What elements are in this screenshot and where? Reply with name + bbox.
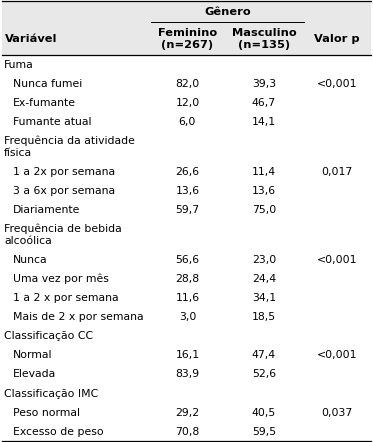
Text: 28,8: 28,8 [175, 274, 200, 284]
Text: Nunca: Nunca [13, 255, 48, 265]
Text: 16,1: 16,1 [175, 351, 200, 360]
Text: Normal: Normal [13, 351, 53, 360]
Text: 59,5: 59,5 [252, 427, 276, 437]
Text: 75,0: 75,0 [252, 205, 276, 215]
Text: Fuma: Fuma [4, 60, 34, 70]
Text: 0,037: 0,037 [321, 408, 352, 418]
Text: <0,001: <0,001 [316, 351, 357, 360]
Text: 1 a 2x por semana: 1 a 2x por semana [13, 167, 115, 177]
Text: Classificação IMC: Classificação IMC [4, 389, 98, 399]
Text: Ex-fumante: Ex-fumante [13, 98, 76, 108]
Text: 56,6: 56,6 [175, 255, 200, 265]
Text: 13,6: 13,6 [175, 186, 200, 196]
Text: 52,6: 52,6 [252, 370, 276, 380]
Text: Variável: Variável [5, 34, 57, 44]
Text: Elevada: Elevada [13, 370, 56, 380]
Text: 39,3: 39,3 [252, 79, 276, 89]
Text: 18,5: 18,5 [252, 312, 276, 322]
Text: 24,4: 24,4 [252, 274, 276, 284]
Text: Uma vez por mês: Uma vez por mês [13, 274, 109, 285]
Text: 23,0: 23,0 [252, 255, 276, 265]
Text: Peso normal: Peso normal [13, 408, 80, 418]
Text: 59,7: 59,7 [175, 205, 200, 215]
Text: 13,6: 13,6 [252, 186, 276, 196]
Text: Excesso de peso: Excesso de peso [13, 427, 104, 437]
Text: 14,1: 14,1 [252, 117, 276, 127]
Text: Masculino
(n=135): Masculino (n=135) [232, 27, 296, 50]
Text: Fumante atual: Fumante atual [13, 117, 91, 127]
Text: 3,0: 3,0 [179, 312, 196, 322]
Text: 0,017: 0,017 [321, 167, 352, 177]
Text: 47,4: 47,4 [252, 351, 276, 360]
Text: 40,5: 40,5 [252, 408, 276, 418]
Text: <0,001: <0,001 [316, 79, 357, 89]
Text: 26,6: 26,6 [175, 167, 200, 177]
Text: 1 a 2 x por semana: 1 a 2 x por semana [13, 293, 119, 303]
Text: Nunca fumei: Nunca fumei [13, 79, 82, 89]
Text: 70,8: 70,8 [175, 427, 200, 437]
Text: Feminino
(n=267): Feminino (n=267) [158, 27, 217, 50]
Text: Diariamente: Diariamente [13, 205, 81, 215]
Text: Gênero: Gênero [204, 7, 251, 16]
Text: 34,1: 34,1 [252, 293, 276, 303]
Text: 11,6: 11,6 [175, 293, 200, 303]
FancyBboxPatch shape [2, 1, 371, 55]
Text: Frequência de bebida
alcoólica: Frequência de bebida alcoólica [4, 224, 122, 247]
Text: 12,0: 12,0 [175, 98, 200, 108]
Text: <0,001: <0,001 [316, 255, 357, 265]
Text: Frequência da atividade
física: Frequência da atividade física [4, 136, 135, 158]
Text: Mais de 2 x por semana: Mais de 2 x por semana [13, 312, 144, 322]
Text: 3 a 6x por semana: 3 a 6x por semana [13, 186, 115, 196]
Text: 83,9: 83,9 [175, 370, 200, 380]
Text: Classificação CC: Classificação CC [4, 332, 93, 341]
Text: 6,0: 6,0 [179, 117, 196, 127]
Text: 29,2: 29,2 [175, 408, 200, 418]
Text: Valor p: Valor p [314, 34, 360, 44]
Text: 11,4: 11,4 [252, 167, 276, 177]
Text: 82,0: 82,0 [175, 79, 200, 89]
Text: 46,7: 46,7 [252, 98, 276, 108]
